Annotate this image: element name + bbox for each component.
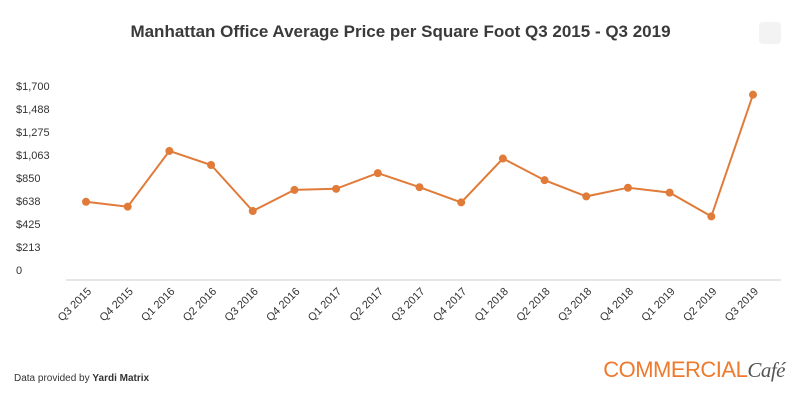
data-point[interactable]	[457, 198, 466, 207]
menu-icon[interactable]	[759, 22, 781, 44]
brand-logo: COMMERCIALCafé	[603, 357, 785, 383]
x-tick-label: Q1 2018	[473, 286, 511, 324]
data-point[interactable]	[623, 183, 632, 192]
data-point[interactable]	[665, 188, 674, 197]
data-point[interactable]	[207, 161, 216, 170]
y-tick-label: 0	[16, 265, 22, 277]
brand-part1: COMMERCIAL	[603, 357, 748, 382]
data-point[interactable]	[82, 197, 90, 206]
y-tick-label: $213	[16, 242, 40, 254]
x-tick-label: Q4 2017	[431, 286, 469, 324]
x-tick-label: Q2 2019	[681, 286, 719, 324]
data-point[interactable]	[749, 90, 757, 99]
x-tick-label: Q2 2016	[181, 286, 219, 324]
source-name: Yardi Matrix	[92, 373, 150, 384]
source-prefix: Data provided by	[14, 373, 93, 384]
x-tick-label: Q1 2016	[139, 286, 177, 324]
x-tick-label: Q4 2015	[97, 286, 135, 324]
data-point[interactable]	[248, 207, 257, 216]
data-source-note: Data provided by Yardi Matrix	[14, 373, 149, 384]
data-point[interactable]	[332, 184, 341, 193]
data-point[interactable]	[165, 146, 174, 155]
data-point[interactable]	[373, 169, 382, 178]
chart-title: Manhattan Office Average Price per Squar…	[130, 22, 671, 41]
data-point[interactable]	[123, 202, 132, 211]
y-tick-label: $850	[16, 173, 40, 185]
x-tick-label: Q2 2017	[348, 286, 386, 324]
y-tick-label: $638	[16, 196, 40, 208]
x-tick-label: Q3 2015	[56, 286, 94, 324]
data-point[interactable]	[540, 176, 549, 185]
y-tick-label: $1,488	[16, 104, 50, 116]
x-tick-label: Q4 2018	[598, 286, 636, 324]
x-axis-labels: Q3 2015 Q4 2015 Q1 2016 Q2 2016 Q3 2016 Q4 20…	[56, 286, 761, 324]
brand-part2: Café	[747, 358, 785, 382]
x-tick-label: Q3 2016	[223, 286, 261, 324]
y-tick-label: $1,063	[16, 150, 50, 162]
x-tick-label: Q3 2019	[723, 286, 761, 324]
data-points	[82, 90, 757, 221]
data-point[interactable]	[498, 154, 507, 163]
x-tick-label: Q3 2017	[389, 286, 427, 324]
data-point[interactable]	[415, 183, 424, 192]
x-tick-label: Q1 2019	[639, 286, 677, 324]
data-point[interactable]	[707, 212, 716, 221]
series-line	[85, 94, 754, 218]
y-tick-label: $425	[16, 219, 40, 231]
x-tick-label: Q4 2016	[264, 286, 302, 324]
data-point[interactable]	[582, 192, 591, 201]
x-tick-label: Q3 2018	[556, 286, 594, 324]
data-point[interactable]	[290, 185, 299, 194]
y-tick-label: $1,700	[16, 81, 50, 93]
y-axis-labels: 0 $213 $425 $638 $850 $1,063 $1,275 $1,488 $1,70…	[16, 81, 50, 277]
x-tick-label: Q2 2018	[514, 286, 552, 324]
x-tick-label: Q1 2017	[306, 286, 344, 324]
y-tick-label: $1,275	[16, 127, 50, 139]
